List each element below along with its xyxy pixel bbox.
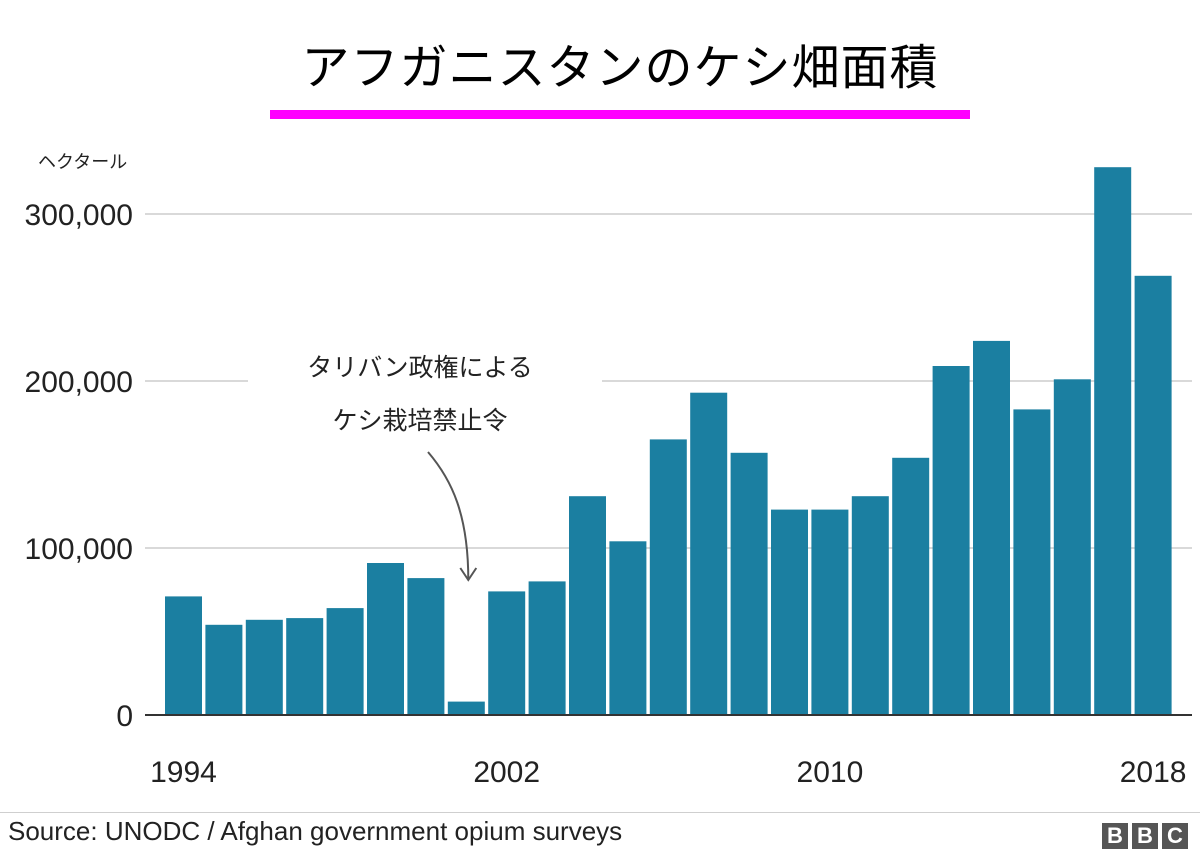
annotation-arrowhead (459, 567, 478, 582)
bar-2018 (1134, 275, 1172, 715)
bar-2007 (690, 392, 728, 715)
annotation-background (248, 340, 602, 440)
annotation-text-line2: ケシ栽培禁止令 (332, 406, 507, 435)
bbc-logo-letter: C (1162, 823, 1188, 849)
y-tick-label: 300,000 (25, 199, 133, 232)
y-axis-unit-label: ヘクタール (38, 152, 127, 173)
source-note: Source: UNODC / Afghan government opium … (8, 816, 623, 846)
bars (165, 167, 1172, 715)
x-tick-label: 2002 (473, 756, 540, 789)
bar-2012 (892, 457, 930, 715)
y-axis-labels: 0 100,000 200,000 300,000 (25, 199, 133, 733)
x-tick-label: 1994 (150, 756, 217, 789)
bar-2001 (447, 701, 485, 715)
bbc-logo-letter: B (1132, 823, 1158, 849)
bar-1999 (367, 563, 404, 715)
bar-1996 (245, 619, 283, 715)
bar-2011 (851, 496, 889, 715)
annotation-arrow (427, 451, 470, 581)
x-axis-labels: 1994 2002 2010 2018 (150, 756, 1186, 789)
y-tick-label: 0 (116, 700, 133, 733)
bar-1998 (326, 608, 364, 715)
bar-2010 (811, 509, 849, 715)
bar-2000 (407, 578, 445, 715)
bar-2006 (649, 439, 687, 715)
title-underline (270, 110, 970, 119)
bar-2015 (1013, 409, 1051, 715)
y-tick-label: 100,000 (25, 533, 133, 566)
x-tick-label: 2010 (797, 756, 864, 789)
bar-2004 (569, 496, 606, 715)
bar-2016 (1053, 379, 1091, 715)
bar-2008 (730, 452, 768, 715)
bar-2002 (488, 591, 526, 715)
bar-2003 (528, 581, 566, 715)
bar-2005 (609, 541, 647, 715)
bar-1997 (286, 618, 324, 715)
bar-1994 (165, 596, 202, 715)
bbc-logo: B B C (1102, 823, 1188, 849)
chart-title: アフガニスタンのケシ畑面積 (301, 40, 939, 96)
bar-2014 (973, 340, 1010, 715)
annotation-text-line1: タリバン政権による (307, 353, 533, 382)
bar-2009 (771, 509, 808, 715)
footer-divider (0, 812, 1200, 813)
bar-chart: 0 100,000 200,000 300,000 ヘクタール 1994 2002 201… (25, 152, 1192, 789)
x-tick-label: 2018 (1120, 756, 1187, 789)
bar-2017 (1094, 167, 1132, 715)
bbc-logo-letter: B (1102, 823, 1128, 849)
bar-2013 (932, 366, 970, 715)
bar-1995 (205, 624, 243, 715)
y-tick-label: 200,000 (25, 366, 133, 399)
